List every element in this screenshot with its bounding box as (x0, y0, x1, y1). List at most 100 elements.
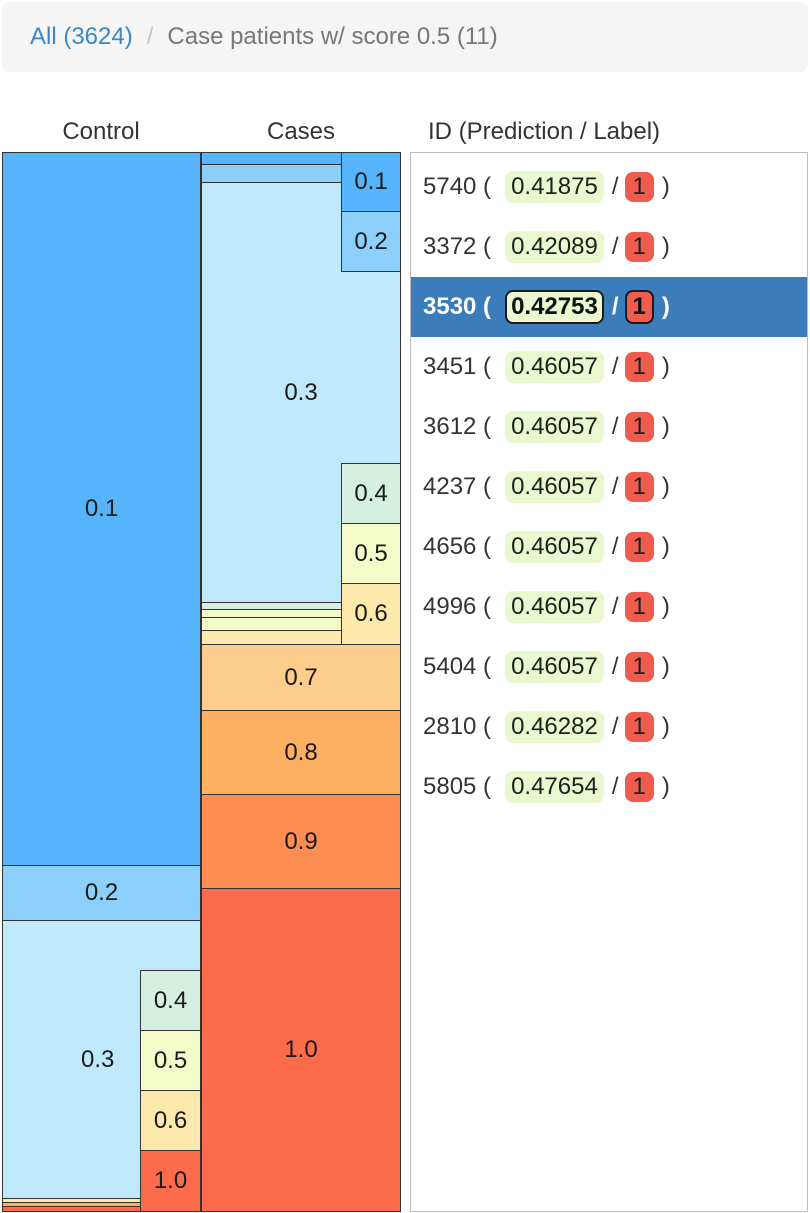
control-sub-bin-0-5[interactable]: 0.5 (140, 1030, 201, 1091)
bin-label: 0.5 (354, 539, 388, 567)
cases-bin-0-9[interactable]: 0.9 (201, 794, 401, 889)
cases-thin-strip (201, 164, 342, 183)
patient-id: 5740 (423, 173, 477, 200)
open-paren: ( (476, 233, 492, 260)
slash-separator: / (611, 353, 619, 380)
prediction-pill: 0.42753 (505, 290, 604, 324)
control-bin-0-2[interactable]: 0.2 (2, 865, 201, 921)
open-paren: ( (476, 413, 492, 440)
label-badge: 1 (624, 772, 654, 802)
close-paren: ) (661, 293, 670, 320)
patient-row[interactable]: 4996 (0.46057 /1) (411, 577, 807, 637)
open-paren: ( (476, 353, 492, 380)
patient-id: 3451 (423, 353, 477, 380)
close-paren: ) (661, 713, 670, 740)
patient-id-list[interactable]: 5740 (0.41875/1) 3372 (0.42089/1) 3530 (0.… (410, 152, 808, 1212)
label-badge: 1 (624, 592, 654, 622)
bin-label: 0.2 (354, 227, 388, 255)
open-paren: ( (476, 653, 492, 680)
cases-thin-strip (201, 630, 342, 645)
bin-label: 0.4 (153, 986, 188, 1014)
open-paren: ( (476, 173, 492, 200)
prediction-pill: 0.41875 (505, 171, 604, 203)
patient-row[interactable]: 5404 (0.46057 /1) (411, 637, 807, 697)
bin-label: 0.3 (284, 379, 318, 406)
close-paren: ) (661, 353, 670, 380)
close-paren: ) (661, 593, 670, 620)
patient-row[interactable]: 3612 (0.46057 /1) (411, 397, 807, 457)
patient-id: 3372 (423, 233, 477, 260)
patient-row[interactable]: 3530 (0.42753 /1) (411, 277, 807, 337)
control-bin-0-1[interactable]: 0.1 (2, 152, 201, 866)
label-badge: 1 (624, 412, 654, 442)
close-paren: ) (661, 173, 670, 200)
slash-separator: / (611, 293, 619, 320)
prediction-pill: 0.46282 (505, 711, 604, 743)
patient-id: 2810 (423, 713, 477, 740)
control-thin-strip (2, 1206, 141, 1212)
cases-column-header: Cases (266, 118, 336, 145)
bin-label: 0.4 (354, 479, 388, 507)
label-badge: 1 (624, 532, 654, 562)
bin-label: 0.1 (354, 168, 388, 195)
open-paren: ( (476, 773, 492, 800)
patient-id: 3530 (423, 293, 477, 320)
label-badge: 1 (624, 232, 654, 262)
label-badge: 1 (624, 712, 654, 742)
bin-label: 0.9 (284, 827, 318, 855)
patient-id: 4237 (423, 473, 477, 500)
bin-label: 0.5 (153, 1046, 188, 1074)
open-paren: ( (476, 713, 492, 740)
patient-row[interactable]: 5805 (0.47654 /1) (411, 757, 807, 817)
bin-label: 0.1 (84, 495, 119, 522)
label-badge: 1 (624, 290, 654, 324)
close-paren: ) (661, 473, 670, 500)
close-paren: ) (661, 653, 670, 680)
cases-sub-bin-0-6[interactable]: 0.6 (341, 583, 401, 645)
control-sub-bin-1-0[interactable]: 1.0 (140, 1150, 201, 1212)
slash-separator: / (611, 413, 619, 440)
patient-row[interactable]: 3451 (0.46057 /1) (411, 337, 807, 397)
cases-bin-1-0[interactable]: 1.0 (201, 888, 401, 1212)
patient-id: 5805 (423, 773, 477, 800)
prediction-pill: 0.46057 (505, 471, 604, 503)
bin-label: 0.8 (284, 738, 318, 766)
bin-label: 0.6 (153, 1106, 188, 1134)
patient-row[interactable]: 4656 (0.46057 /1) (411, 517, 807, 577)
patient-id: 4656 (423, 533, 477, 560)
cases-bin-0-7[interactable]: 0.7 (201, 644, 401, 711)
prediction-pill: 0.46057 (505, 411, 604, 443)
patient-row[interactable]: 4237 (0.46057 /1) (411, 457, 807, 517)
prediction-pill: 0.42089 (505, 231, 604, 263)
prediction-pill: 0.47654 (505, 771, 604, 803)
prediction-pill: 0.46057 (505, 351, 604, 383)
label-badge: 1 (624, 472, 654, 502)
close-paren: ) (661, 773, 670, 800)
patient-row[interactable]: 2810 (0.46282 /1) (411, 697, 807, 757)
bin-label: 1.0 (153, 1167, 188, 1194)
breadcrumb-all-link[interactable]: All (3624) (30, 23, 133, 50)
cases-bin-0-8[interactable]: 0.8 (201, 710, 401, 795)
patient-id: 3612 (423, 413, 477, 440)
cases-sub-bin-0-2[interactable]: 0.2 (341, 211, 401, 272)
bin-label: 0.2 (84, 879, 119, 906)
bin-label: 0.3 (81, 1046, 115, 1073)
cases-sub-bin-0-5[interactable]: 0.5 (341, 523, 401, 584)
cases-sub-bin-0-4[interactable]: 0.4 (341, 463, 401, 524)
label-badge: 1 (624, 652, 654, 682)
prediction-pill: 0.46057 (505, 591, 604, 623)
open-paren: ( (476, 593, 492, 620)
patient-row[interactable]: 5740 (0.41875 /1) (411, 157, 807, 217)
close-paren: ) (661, 533, 670, 560)
patient-row[interactable]: 3372 (0.42089 /1) (411, 217, 807, 277)
slash-separator: / (611, 533, 619, 560)
prediction-pill: 0.46057 (505, 531, 604, 563)
open-paren: ( (476, 293, 492, 320)
control-sub-bin-0-6[interactable]: 0.6 (140, 1090, 201, 1151)
control-sub-bin-0-4[interactable]: 0.4 (140, 970, 201, 1031)
cases-sub-bin-0-1[interactable]: 0.1 (341, 152, 401, 212)
close-paren: ) (661, 413, 670, 440)
patient-id: 5404 (423, 653, 477, 680)
label-badge: 1 (624, 172, 654, 202)
breadcrumb: All (3624) / Case patients w/ score 0.5 … (2, 2, 808, 72)
